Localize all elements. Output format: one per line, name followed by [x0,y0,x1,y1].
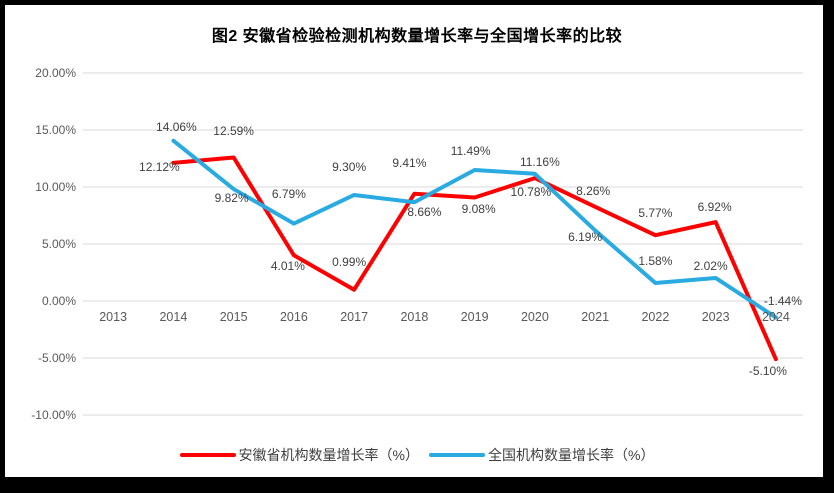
data-label: -5.10% [748,364,787,379]
x-axis-tick-label: 2021 [581,310,610,324]
data-label: 11.49% [450,144,491,158]
data-label: 1.58% [638,253,673,268]
x-axis-tick-label: 2022 [641,310,670,324]
y-axis-tick-label: 5.00% [41,237,76,251]
data-label: 9.08% [461,202,496,217]
x-axis-tick-label: 2013 [99,310,128,324]
y-axis-tick-label: -10.00% [31,408,76,422]
x-axis-tick-label: 2017 [340,310,369,324]
chart-title: 图2 安徽省检验检测机构数量增长率与全国增长率的比较 [211,28,623,45]
data-label: 9.82% [214,191,249,206]
y-axis-tick-label: 0.00% [41,294,76,308]
legend-label-anhui: 安徽省机构数量增长率（%） [238,447,419,463]
data-label: 6.92% [697,200,732,215]
data-label: 9.30% [332,159,367,174]
x-axis-tick-label: 2019 [460,310,489,324]
y-axis-tick-label: 20.00% [35,66,76,80]
data-label: 12.12% [139,159,180,174]
legend: 安徽省机构数量增长率（%） 全国机构数量增长率（%） [0,444,834,466]
data-label: 5.77% [638,206,673,221]
data-label: 11.16% [519,154,560,169]
x-axis-tick-label: 2020 [520,310,549,324]
legend-line-national-icon [429,453,485,457]
data-label: 6.79% [271,186,306,201]
x-axis-tick-label: 2024 [761,310,790,324]
x-axis-tick-label: 2016 [279,310,308,324]
x-axis-tick-label: 2014 [159,310,188,324]
data-label: -1.44% [763,294,802,309]
y-axis-tick-label: 15.00% [35,123,76,137]
x-axis-tick-label: 2023 [701,310,730,324]
legend-label-national: 全国机构数量增长率（%） [488,447,655,463]
x-axis-tick-label: 2018 [400,310,429,324]
data-label: 8.26% [576,183,611,198]
data-label: 14.06% [156,119,197,134]
x-axis-tick-label: 2015 [219,310,248,324]
data-label: 4.01% [270,259,305,274]
data-label: 10.78% [510,185,552,200]
data-label: 0.99% [332,254,367,269]
y-axis-tick-label: -5.00% [37,351,76,365]
data-label: 12.59% [213,124,254,139]
y-axis-tick-label: 10.00% [35,180,76,194]
data-label: 6.19% [568,230,603,245]
data-label: 8.66% [407,205,442,220]
data-label: 9.41% [392,155,427,170]
legend-line-anhui-icon [179,453,236,457]
data-label: 2.02% [693,258,728,273]
legend-key-national: 全国机构数量增长率（%） [429,445,654,465]
chart-canvas [5,5,823,477]
legend-key-anhui: 安徽省机构数量增长率（%） [179,445,419,465]
